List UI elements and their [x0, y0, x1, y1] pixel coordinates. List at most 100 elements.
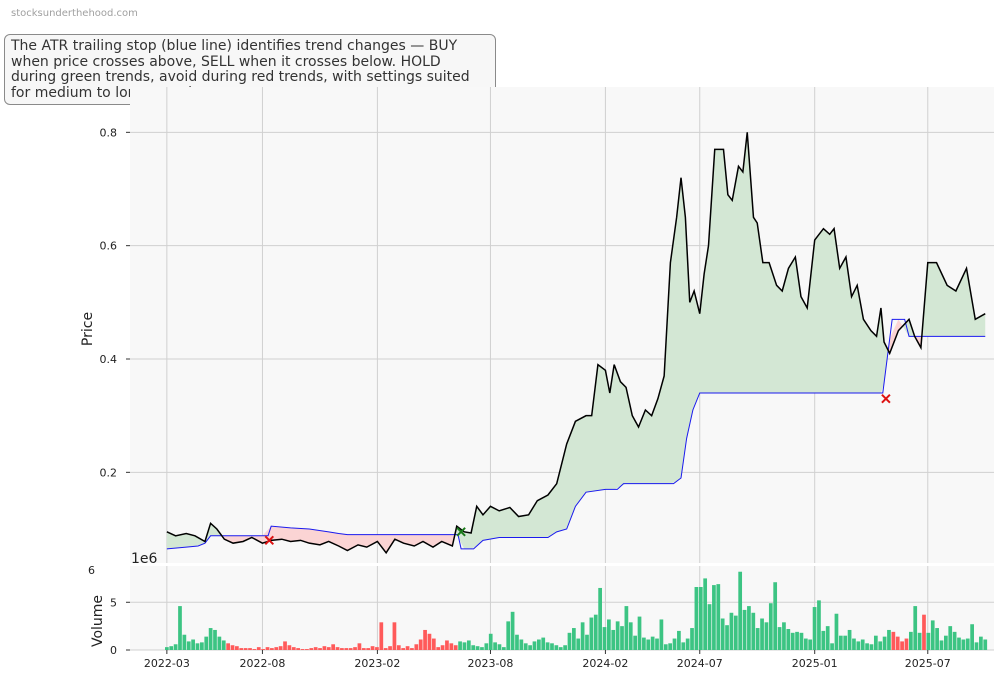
- price-axis-label: Price: [80, 312, 96, 346]
- volume-bar-up: [585, 634, 589, 650]
- volume-bar-up: [716, 584, 721, 650]
- volume-bar-up: [213, 629, 217, 650]
- volume-bar-up: [777, 627, 782, 650]
- bearish-trend-fill: [221, 526, 455, 553]
- y-tick-label: 0.8: [100, 126, 118, 139]
- volume-bar-up: [786, 629, 791, 650]
- volume-bar-up: [480, 647, 484, 650]
- sell-signal-marker: [881, 393, 891, 404]
- volume-bar-up: [882, 636, 887, 650]
- y-tick-label: 0.4: [100, 353, 118, 366]
- series-line-layer: [166, 132, 986, 555]
- volume-bar-up: [515, 634, 519, 650]
- volume-bar-up: [742, 609, 747, 650]
- volume-bar-up: [782, 622, 786, 650]
- volume-bar-up: [458, 641, 462, 650]
- volume-bar-up: [650, 636, 655, 650]
- bullish-trend-fill: [921, 262, 986, 337]
- volume-bar-up: [602, 627, 607, 650]
- volume-bar-up: [865, 643, 869, 650]
- volume-bar-down: [453, 645, 458, 650]
- volume-bar-up: [703, 578, 708, 650]
- volume-bar-up: [869, 644, 874, 650]
- volume-bar-up: [471, 645, 476, 650]
- volume-bar-up: [957, 637, 961, 650]
- volume-bar-up: [663, 644, 668, 650]
- volume-bar-down: [274, 647, 279, 650]
- sell-signal-marker: [264, 535, 275, 546]
- volume-bar-up: [926, 632, 931, 650]
- volume-bar-up: [484, 643, 489, 650]
- x-tick-label: 2023-02: [354, 657, 400, 670]
- volume-bar-down: [388, 646, 392, 650]
- volume-bar-up: [817, 600, 821, 650]
- volume-bar-up: [545, 642, 550, 650]
- volume-bar-up: [572, 628, 576, 650]
- volume-bar-down: [410, 648, 414, 650]
- volume-bar-up: [939, 640, 944, 650]
- volume-bar-up: [217, 636, 222, 650]
- volume-bar-up: [182, 634, 187, 650]
- volume-bar-up: [563, 645, 567, 650]
- volume-bar-down: [287, 645, 292, 650]
- volume-bar-down: [379, 622, 384, 650]
- volume-bar-down: [445, 640, 449, 650]
- volume-bar-up: [191, 639, 195, 650]
- volume-bar-up: [790, 632, 795, 650]
- sell-marker-stroke: [264, 535, 275, 546]
- volume-bar-up: [712, 585, 716, 650]
- volume-bar-up: [195, 643, 200, 650]
- volume-bar-up: [979, 636, 983, 650]
- volume-bar-up: [567, 632, 572, 650]
- volume-bar-down: [904, 638, 909, 650]
- volume-bar-down: [922, 614, 926, 650]
- y-tick-label: 0.6: [100, 240, 118, 253]
- volume-bar-down: [423, 629, 427, 650]
- volume-bar-up: [221, 640, 226, 650]
- volume-bar-down: [436, 647, 441, 650]
- volume-bar-up: [878, 641, 883, 650]
- volume-bar-up: [510, 611, 515, 650]
- volume-panel-background: [130, 566, 994, 650]
- volume-bar-down: [392, 622, 397, 650]
- signal-marker-layer: [264, 393, 891, 546]
- volume-bar-up: [646, 639, 651, 650]
- volume-bar-down: [283, 641, 287, 650]
- volume-bar-up: [554, 645, 559, 650]
- volume-bar-up: [576, 638, 581, 650]
- volume-bar-down: [291, 647, 296, 650]
- volume-bar-up: [707, 604, 712, 650]
- volume-axis-label: Volume: [90, 595, 106, 647]
- volume-bar-up: [720, 618, 725, 650]
- volume-bar-up: [488, 633, 493, 650]
- volume-bar-up: [466, 640, 471, 650]
- volume-bar-up: [655, 638, 659, 650]
- volume-y-tick-label: 5: [110, 596, 117, 609]
- volume-bar-down: [431, 638, 436, 650]
- volume-bar-down: [305, 649, 309, 650]
- volume-bar-up: [917, 632, 922, 650]
- volume-bar-up: [506, 621, 511, 650]
- volume-bar-down: [375, 647, 379, 650]
- volume-bar-up: [944, 635, 948, 650]
- volume-bar-down: [265, 647, 270, 650]
- volume-bar-down: [230, 645, 235, 650]
- volume-bar-up: [873, 635, 878, 650]
- volume-bar-up: [803, 638, 808, 650]
- volume-bar-up: [462, 642, 467, 650]
- volume-bar-up: [685, 638, 690, 650]
- volume-bar-up: [668, 643, 673, 650]
- volume-bar-up: [593, 614, 598, 650]
- volume-bar-up: [607, 619, 611, 650]
- volume-bar-up: [847, 629, 852, 650]
- volume-bar-up: [681, 642, 686, 650]
- volume-bar-up: [843, 635, 848, 650]
- x-tick-label: 2025-07: [905, 657, 951, 670]
- volume-exponent-label: 6: [88, 564, 95, 577]
- volume-bar-layer: [164, 571, 988, 650]
- volume-bar-up: [536, 639, 541, 650]
- volume-y-tick-label: 0: [110, 644, 117, 657]
- x-tick-label: 2022-08: [239, 657, 285, 670]
- volume-bar-down: [440, 645, 445, 650]
